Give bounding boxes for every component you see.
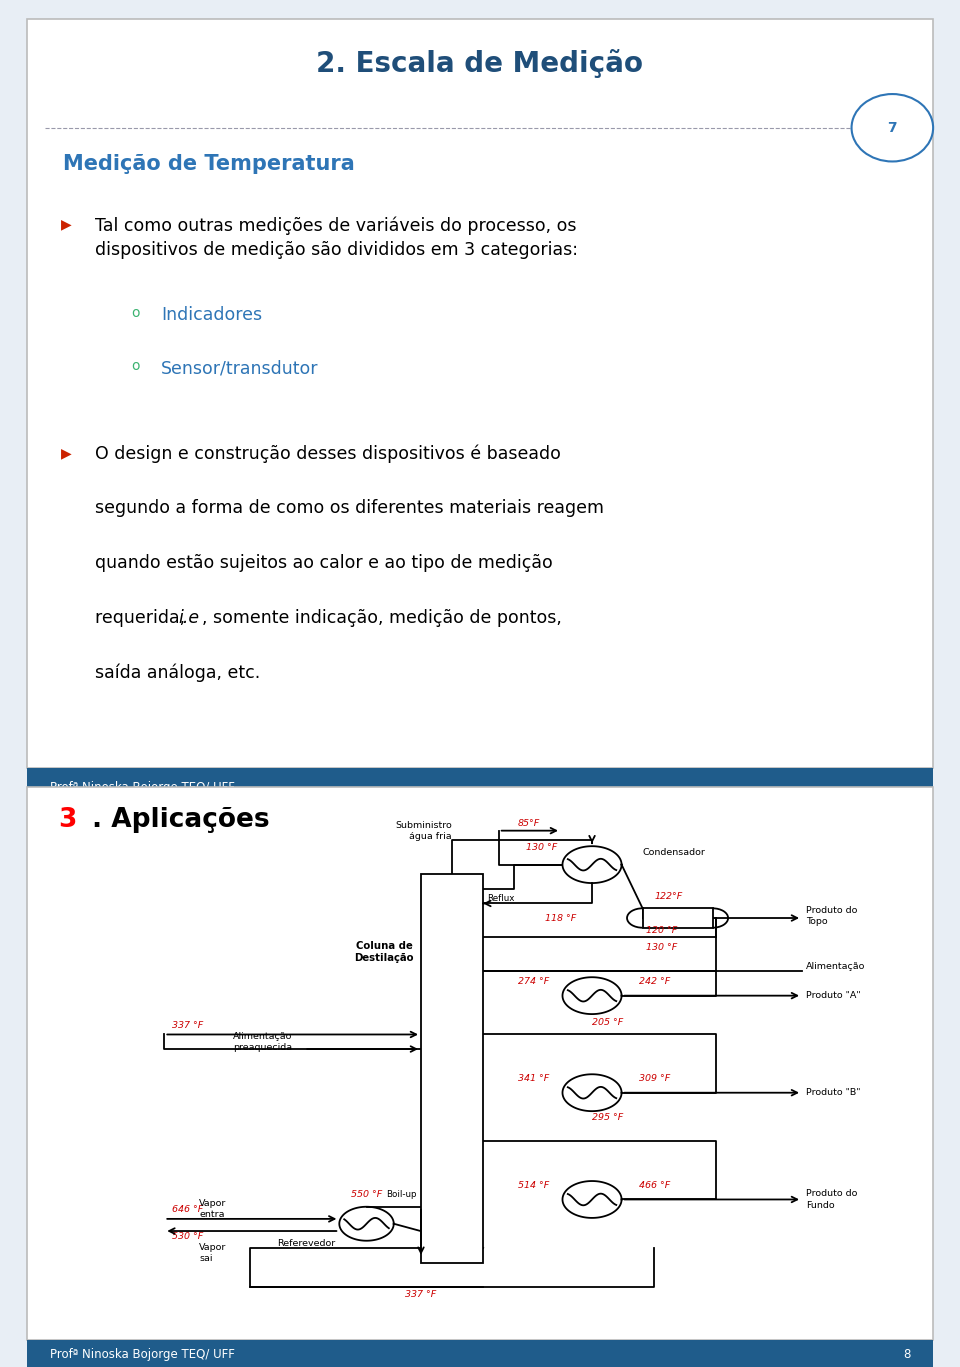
Text: 295 °F: 295 °F: [592, 1113, 623, 1122]
Bar: [27, 768, 933, 807]
Text: ▶: ▶: [61, 217, 72, 231]
Text: . Aplicações: . Aplicações: [92, 807, 270, 833]
Text: segundo a forma de como os diferentes materiais reagem: segundo a forma de como os diferentes ma…: [95, 499, 604, 517]
Text: 122°F: 122°F: [655, 893, 683, 901]
Text: 85°F: 85°F: [518, 819, 540, 828]
Text: o: o: [132, 360, 139, 373]
Text: Condensador: Condensador: [642, 848, 706, 857]
Text: 205 °F: 205 °F: [592, 1018, 623, 1027]
Text: O design e construção desses dispositivos é baseado: O design e construção desses dispositivo…: [95, 444, 561, 463]
Text: requerida,: requerida,: [95, 608, 190, 626]
Text: 530 °F: 530 °F: [172, 1232, 204, 1241]
Text: 118 °F: 118 °F: [545, 915, 577, 923]
Text: 337 °F: 337 °F: [172, 1021, 204, 1029]
Text: i.e: i.e: [179, 608, 200, 626]
Text: quando estão sujeitos ao calor e ao tipo de medição: quando estão sujeitos ao calor e ao tipo…: [95, 554, 553, 571]
Text: Medição de Temperatura: Medição de Temperatura: [63, 154, 355, 174]
Text: 242 °F: 242 °F: [638, 977, 670, 986]
Bar: [642, 908, 712, 928]
Text: Produto "A": Produto "A": [805, 991, 860, 1001]
Text: Profª Ninoska Bojorge TEQ/ UFF: Profª Ninoska Bojorge TEQ/ UFF: [50, 781, 234, 794]
Text: Tal como outras medições de variáveis do processo, os
dispositivos de medição sã: Tal como outras medições de variáveis do…: [95, 216, 578, 258]
Text: Vapor
sai: Vapor sai: [200, 1243, 227, 1263]
Text: Produto "B": Produto "B": [805, 1088, 860, 1098]
Text: 466 °F: 466 °F: [638, 1181, 670, 1189]
Text: 3: 3: [59, 807, 77, 833]
Text: 274 °F: 274 °F: [518, 977, 549, 986]
Text: o: o: [132, 306, 139, 320]
Text: 8: 8: [903, 1348, 910, 1360]
Text: Reflux: Reflux: [487, 894, 515, 904]
Text: 341 °F: 341 °F: [518, 1074, 549, 1083]
Text: Vapor
entra: Vapor entra: [200, 1199, 227, 1219]
Text: 7: 7: [888, 120, 898, 135]
Text: 120 °F: 120 °F: [646, 925, 678, 935]
Bar: [421, 875, 483, 1263]
Text: ▶: ▶: [61, 446, 72, 461]
Text: Coluna de
Destilação: Coluna de Destilação: [353, 940, 413, 964]
Text: Produto do
Fundo: Produto do Fundo: [805, 1189, 857, 1210]
Text: Boil-up: Boil-up: [387, 1191, 417, 1199]
Circle shape: [852, 94, 933, 161]
Text: 130 °F: 130 °F: [646, 943, 678, 951]
Text: Produto do
Topo: Produto do Topo: [805, 905, 857, 925]
Text: 646 °F: 646 °F: [172, 1206, 204, 1214]
Bar: [27, 1340, 933, 1367]
Text: 2. Escala de Medição: 2. Escala de Medição: [317, 49, 643, 78]
Text: Referevedor: Referevedor: [277, 1239, 335, 1248]
Text: 514 °F: 514 °F: [518, 1181, 549, 1189]
Text: 309 °F: 309 °F: [638, 1074, 670, 1083]
Text: 337 °F: 337 °F: [405, 1290, 437, 1299]
Text: Indicadores: Indicadores: [161, 306, 262, 324]
Text: saída análoga, etc.: saída análoga, etc.: [95, 663, 260, 682]
Text: Profª Ninoska Bojorge TEQ/ UFF: Profª Ninoska Bojorge TEQ/ UFF: [50, 1348, 234, 1360]
Text: Subministro
água fria: Subministro água fria: [396, 822, 452, 841]
Text: Alimentação: Alimentação: [805, 962, 865, 971]
Text: Sensor/transdutor: Sensor/transdutor: [161, 360, 319, 377]
Text: Alimentação
preaquecida: Alimentação preaquecida: [233, 1032, 293, 1051]
Text: , somente indicação, medição de pontos,: , somente indicação, medição de pontos,: [202, 608, 562, 626]
Text: 550 °F: 550 °F: [351, 1191, 382, 1199]
Text: 130 °F: 130 °F: [526, 843, 557, 853]
